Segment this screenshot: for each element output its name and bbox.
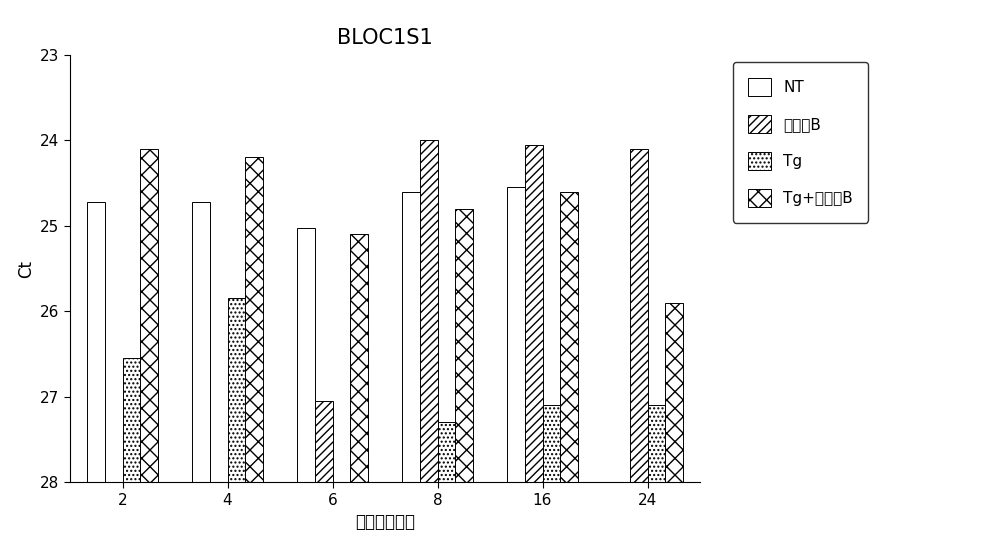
Bar <box>228 299 245 482</box>
Bar <box>245 157 263 482</box>
Bar <box>87 202 105 482</box>
Bar <box>455 209 473 482</box>
Bar <box>648 406 665 482</box>
Bar <box>507 187 525 482</box>
Bar <box>665 302 683 482</box>
Bar <box>192 202 210 482</box>
Bar <box>420 140 438 482</box>
Bar <box>560 192 578 482</box>
Bar <box>630 149 648 482</box>
X-axis label: 时间（小时）: 时间（小时） <box>355 513 415 531</box>
Bar <box>297 229 315 482</box>
Title: BLOC1S1: BLOC1S1 <box>337 28 433 48</box>
Bar <box>525 145 543 482</box>
Bar <box>350 235 368 482</box>
Bar <box>402 192 420 482</box>
Bar <box>140 149 158 482</box>
Bar <box>438 423 455 482</box>
Y-axis label: Ct: Ct <box>17 260 35 277</box>
Legend: NT, 化合物B, Tg, Tg+化合物B: NT, 化合物B, Tg, Tg+化合物B <box>733 62 868 222</box>
Bar <box>122 358 140 482</box>
Bar <box>542 406 560 482</box>
Bar <box>315 401 332 482</box>
